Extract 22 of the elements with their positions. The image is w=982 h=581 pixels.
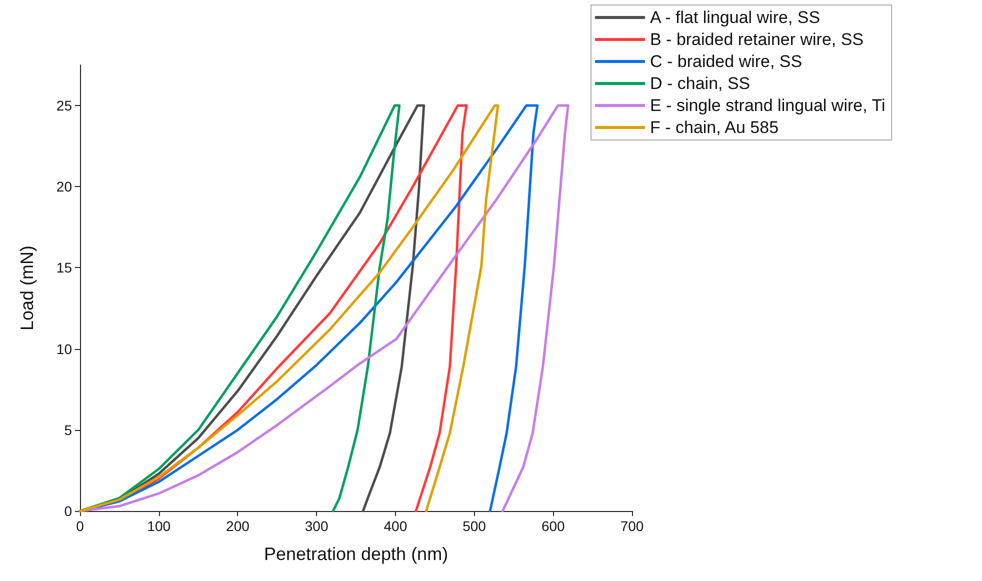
legend-label: F - chain, Au 585 <box>650 118 779 137</box>
y-axis-title: Load (mN) <box>17 245 37 331</box>
legend-label: A - flat lingual wire, SS <box>650 8 820 27</box>
x-tick-label: 700 <box>620 518 644 534</box>
x-tick-label: 300 <box>304 518 328 534</box>
x-tick-label: 100 <box>147 518 171 534</box>
x-tick-label: 200 <box>226 518 250 534</box>
legend-label: C - braided wire, SS <box>650 52 802 71</box>
x-tick-label: 0 <box>76 518 84 534</box>
x-axis-title: Penetration depth (nm) <box>264 544 448 564</box>
legend-label: B - braided retainer wire, SS <box>650 30 864 49</box>
y-tick-label: 15 <box>56 260 72 276</box>
legend-label: D - chain, SS <box>650 74 750 93</box>
x-tick-label: 500 <box>462 518 486 534</box>
y-tick-label: 25 <box>56 98 72 114</box>
y-tick-label: 20 <box>56 178 72 195</box>
y-tick-label: 0 <box>64 503 72 519</box>
x-tick-label: 600 <box>541 518 566 534</box>
x-tick-label: 400 <box>384 518 408 534</box>
legend-label: E - single strand lingual wire, Ti <box>650 96 886 115</box>
y-tick-label: 5 <box>64 422 72 438</box>
y-tick-label: 10 <box>56 340 72 357</box>
